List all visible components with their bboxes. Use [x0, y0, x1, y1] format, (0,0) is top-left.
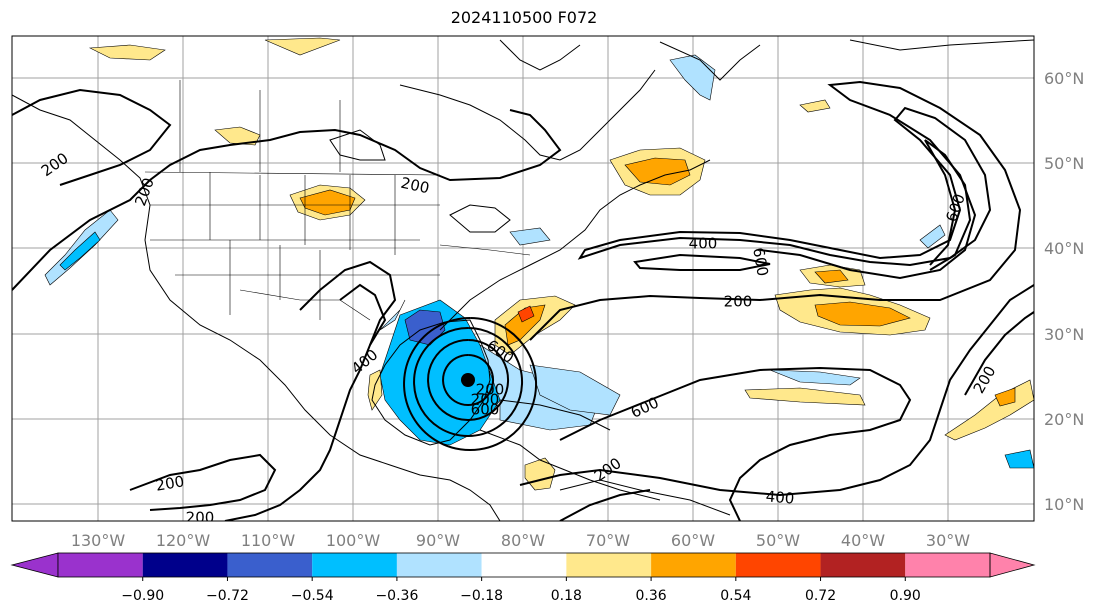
shade-lightblue-subtropic: [769, 369, 861, 386]
lon-label: 100°W: [326, 531, 381, 550]
colorbar-tick-label: −0.54: [291, 588, 334, 604]
colorbar-segment: [142, 553, 228, 577]
contour-200-gulf: [224, 260, 397, 521]
lon-label: 30°W: [926, 531, 970, 550]
lon-label: 110°W: [241, 531, 296, 550]
lon-label: 70°W: [586, 531, 630, 550]
shade-lightblue-east-30w: [1004, 449, 1034, 469]
colorbar-segment: [58, 553, 143, 577]
lat-label: 50°N: [1044, 154, 1084, 173]
colorbar-segment: [820, 553, 906, 577]
colorbar-segment: [735, 553, 821, 577]
contour-600-east: [924, 139, 972, 271]
longitude-labels: 130°W 120°W 110°W 100°W 90°W 80°W 70°W 60°W 50°W…: [71, 531, 970, 550]
contour-400-tropics: [519, 284, 1034, 497]
shade-yellow-subtropic-band: [744, 387, 866, 406]
lon-label: 80°W: [501, 531, 545, 550]
shade-darkblue-texas: [404, 309, 446, 346]
contour-label: 200: [471, 391, 500, 409]
shade-lightblue-greenland: [669, 54, 716, 101]
contour-hurricane-3: [413, 327, 524, 437]
lat-label: 60°N: [1044, 69, 1084, 88]
lon-label: 50°W: [756, 531, 800, 550]
colorbar-under-arrow: [10, 552, 59, 578]
contour-200-mexico-south: [129, 453, 277, 511]
colorbar-frame: [57, 552, 991, 578]
contour-label: 200: [399, 174, 431, 198]
shaded-fields: [44, 37, 1034, 491]
contour-label: 200: [186, 509, 215, 527]
lat-label: 30°N: [1044, 325, 1084, 344]
political-borders: [144, 80, 531, 321]
colorbar-tick-labels: −0.90 −0.72 −0.54 −0.36 −0.18 0.18 0.36 0.54 0.7…: [121, 577, 921, 604]
contours: [12, 80, 1034, 521]
contour-label: 400: [765, 487, 795, 507]
colorbar-tick-label: −0.90: [121, 588, 164, 604]
map-title: 2024110500 F072: [450, 8, 598, 27]
contour-200-tropics: [559, 489, 651, 521]
contour-600-atlantic: [633, 253, 771, 271]
plot-frame: [11, 35, 1035, 522]
colorbar-tick-label: 0.72: [805, 588, 836, 604]
latitude-labels: 60°N 50°N 40°N 30°N 20°N 10°N: [1044, 69, 1084, 514]
shade-orange-atlantic: [814, 301, 911, 327]
lon-label: 120°W: [156, 531, 211, 550]
lat-label: 20°N: [1044, 410, 1084, 429]
shade-orange-east-atlantic: [994, 387, 1016, 407]
contour-hurricane-4: [403, 317, 537, 451]
contour-label: 600: [749, 246, 772, 277]
colorbar-segment: [651, 553, 736, 577]
shade-yellow-arctic: [264, 37, 341, 56]
colorbar-tick-label: −0.72: [206, 588, 249, 604]
coastlines: [12, 39, 1034, 521]
shade-yellow-labrador: [799, 99, 831, 113]
colorbar-segment: [227, 553, 313, 577]
contour-400-storm-1: [339, 283, 387, 346]
colorbar-segment: [566, 553, 652, 577]
shade-orange-atlantic-2: [814, 269, 849, 284]
colorbar-tick-label: −0.18: [460, 588, 503, 604]
contour-hurricane-2: [427, 339, 510, 421]
shade-orange-quebec: [624, 157, 691, 186]
lon-label: 130°W: [71, 531, 126, 550]
shade-lightblue-nw-atlantic: [509, 227, 551, 246]
shade-lightblue-40w: [919, 224, 946, 249]
contour-200-main: [12, 109, 562, 291]
contour-200-atlantic: [529, 80, 1022, 341]
lon-label: 40°W: [841, 531, 885, 550]
colorbar-segment: [312, 553, 397, 577]
lon-label: 60°W: [671, 531, 715, 550]
colorbar-segment: [481, 553, 567, 577]
shade-yellow-canada-west: [214, 126, 261, 146]
shade-red-se-coast: [517, 305, 535, 323]
shade-yellow-alaska: [88, 44, 166, 61]
contour-label: 200: [476, 381, 505, 399]
colorbar-tick-label: 0.90: [890, 588, 921, 604]
contour-label: 200: [724, 293, 753, 311]
contour-400-atlantic: [577, 106, 992, 267]
contour-label: 600: [471, 401, 500, 419]
lon-label: 90°W: [416, 531, 460, 550]
contour-hurricane-1: [442, 354, 494, 406]
colorbar-segment: [905, 553, 990, 577]
colorbar-tick-label: 0.54: [720, 588, 751, 604]
shade-blue-pacific: [59, 231, 101, 271]
colorbar-over-arrow: [989, 552, 1036, 578]
storm-center-marker: [461, 373, 475, 387]
lat-label: 10°N: [1044, 495, 1084, 514]
gridlines: [12, 36, 1034, 521]
contour-200-west-coast: [12, 88, 172, 186]
contour-600-tropics: [559, 366, 912, 521]
colorbar-tick-label: 0.18: [551, 588, 582, 604]
colorbar-tick-label: −0.36: [375, 588, 418, 604]
contour-label: 200: [154, 472, 185, 495]
colorbar: [10, 552, 1036, 578]
contour-200-east-atl: [964, 311, 1034, 396]
colorbar-tick-label: 0.36: [636, 588, 667, 604]
lat-label: 40°N: [1044, 239, 1084, 258]
contour-label: 400: [689, 235, 718, 253]
colorbar-segment: [396, 553, 482, 577]
